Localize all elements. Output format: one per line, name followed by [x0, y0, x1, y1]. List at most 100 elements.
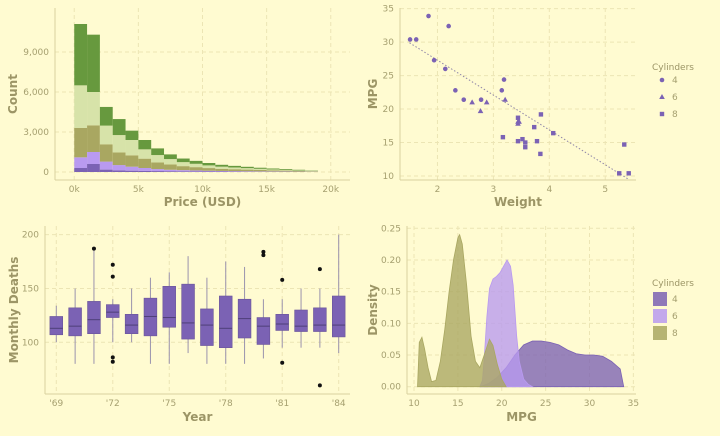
y-tick-label: 30	[383, 38, 395, 48]
scatter-point	[408, 37, 413, 42]
box	[276, 314, 289, 330]
box-outlier	[111, 263, 115, 267]
histogram-bar	[151, 148, 164, 155]
y-axis-title: MPG	[366, 79, 380, 110]
histogram-bar	[190, 164, 203, 167]
histogram-bar	[190, 161, 203, 164]
histogram-bar	[164, 154, 177, 159]
y-tick-label: 0.10	[381, 319, 401, 329]
histogram-bar	[164, 164, 177, 169]
scatter-point	[453, 88, 458, 93]
legend-label: 8	[672, 110, 678, 120]
box	[332, 296, 345, 337]
box	[50, 316, 63, 334]
x-axis-title: MPG	[506, 410, 537, 424]
x-tick-label: 5k	[133, 185, 145, 195]
scatter-point	[432, 58, 437, 63]
y-tick-label: 9,000	[23, 48, 49, 58]
y-tick-label: 25	[383, 72, 394, 82]
histogram-bar	[74, 85, 87, 128]
scatter-point	[617, 171, 621, 175]
box-outlier	[111, 355, 115, 359]
scatter-point	[426, 14, 431, 19]
histogram-bar	[100, 144, 113, 161]
scatter-point	[539, 112, 543, 116]
histogram-bar	[228, 169, 241, 171]
histogram-bar	[203, 163, 216, 165]
legend-label: 4	[672, 295, 678, 305]
x-tick-label: 3	[491, 185, 497, 195]
histogram-bar	[138, 159, 151, 168]
histogram-bar	[164, 170, 177, 171]
x-axis-title: Price (USD)	[164, 195, 242, 209]
y-tick-label: 0.15	[381, 288, 401, 298]
histogram-bar	[190, 170, 203, 171]
scatter-point	[499, 88, 504, 93]
scatter-point	[502, 97, 508, 102]
scatter-point	[469, 99, 475, 104]
histogram-bar	[138, 168, 151, 171]
scatter-point	[443, 67, 448, 72]
histogram-bar	[190, 171, 203, 172]
histogram-bar	[113, 170, 126, 172]
box-outlier	[261, 253, 265, 257]
histogram-bar	[203, 165, 216, 168]
x-tick-label: 30	[584, 399, 596, 409]
scatter-point	[523, 145, 527, 149]
histogram-bar	[254, 170, 267, 171]
histogram-bar	[254, 168, 267, 169]
scatter-point	[535, 139, 539, 143]
x-tick-label: '75	[162, 399, 176, 409]
histogram-bar	[177, 166, 190, 170]
histogram-bar	[100, 126, 113, 145]
box-outlier	[280, 361, 284, 365]
histogram-bar	[177, 170, 190, 171]
trend-line	[410, 43, 628, 179]
box-outlier	[318, 267, 322, 271]
x-tick-label: '69	[49, 399, 63, 409]
scatter-point	[446, 24, 451, 29]
histogram-bar	[87, 35, 100, 92]
histogram-bar	[267, 168, 280, 169]
histogram-bar	[74, 128, 87, 157]
histogram-bar	[228, 167, 241, 169]
histogram-bar	[279, 171, 292, 172]
histogram-bar	[113, 135, 126, 152]
x-tick-label: '84	[332, 399, 346, 409]
x-tick-label: 35	[628, 399, 639, 409]
legend-swatch	[653, 326, 667, 340]
histogram-bar	[100, 107, 113, 126]
x-tick-label: 10	[408, 399, 420, 409]
y-tick-label: 150	[22, 284, 39, 294]
legend-title: Cylinders	[652, 63, 694, 73]
histogram-bar	[279, 169, 292, 170]
histogram-bar	[177, 162, 190, 166]
y-tick-label: 0.25	[381, 224, 401, 234]
y-tick-label: 0.05	[381, 351, 401, 361]
histogram-bar	[100, 162, 113, 170]
box-outlier	[280, 278, 284, 282]
histogram-bar	[292, 171, 305, 172]
histogram-bar	[190, 167, 203, 170]
box	[69, 308, 82, 336]
histogram-bar	[241, 167, 254, 168]
histogram-bar	[100, 170, 113, 172]
scatter-point	[627, 171, 631, 175]
legend-swatch	[653, 309, 667, 323]
scatter-point	[461, 97, 466, 102]
legend-marker	[660, 112, 664, 116]
x-axis-title: Weight	[494, 195, 542, 209]
histogram-bar	[215, 167, 228, 169]
scatter-point	[523, 140, 527, 144]
scatter-point	[516, 139, 520, 143]
box	[125, 314, 138, 333]
box	[219, 296, 232, 348]
x-tick-label: 10k	[194, 185, 211, 195]
x-tick-label: '78	[219, 399, 233, 409]
histogram-bar	[279, 170, 292, 171]
legend-title: Cylinders	[652, 279, 694, 289]
